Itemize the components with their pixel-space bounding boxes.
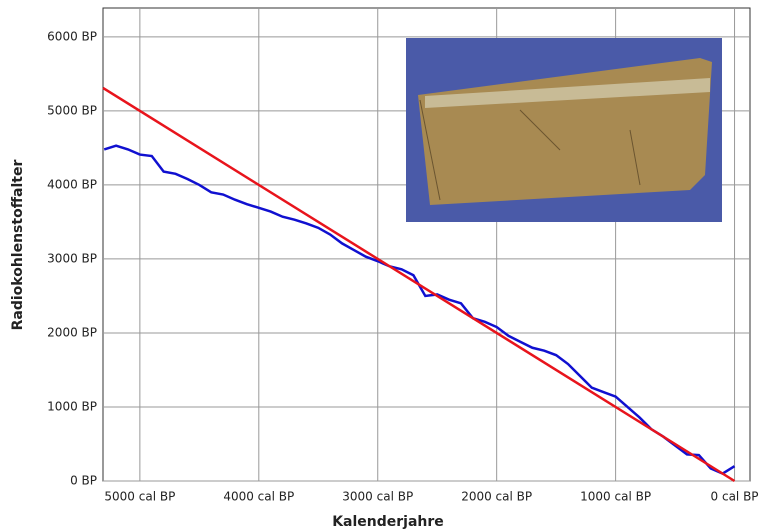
x-tick-label: 5000 cal BP	[104, 490, 175, 504]
x-tick-label: 4000 cal BP	[223, 490, 294, 504]
x-tick-label: 1000 cal BP	[580, 490, 651, 504]
y-tick-label: 1000 BP	[47, 399, 97, 413]
y-tick-label: 3000 BP	[47, 251, 97, 265]
y-axis-title: Radiokohlenstoffalter	[10, 160, 26, 331]
inset-photo	[406, 38, 722, 222]
photo-cracks	[419, 99, 641, 201]
y-tick-label: 2000 BP	[47, 325, 97, 339]
y-tick-label: 4000 BP	[47, 177, 97, 191]
y-tick-label: 6000 BP	[47, 29, 97, 43]
x-tick-label: 2000 cal BP	[461, 490, 532, 504]
data-line	[102, 86, 736, 483]
photo-label	[425, 78, 710, 108]
y-tick-label: 5000 BP	[47, 103, 97, 117]
x-tick-label: 3000 cal BP	[342, 490, 413, 504]
y-tick-label: 0 BP	[70, 474, 97, 488]
x-tick-label: 0 cal BP	[711, 490, 759, 504]
x-axis-title: Kalenderjahre	[332, 514, 444, 530]
